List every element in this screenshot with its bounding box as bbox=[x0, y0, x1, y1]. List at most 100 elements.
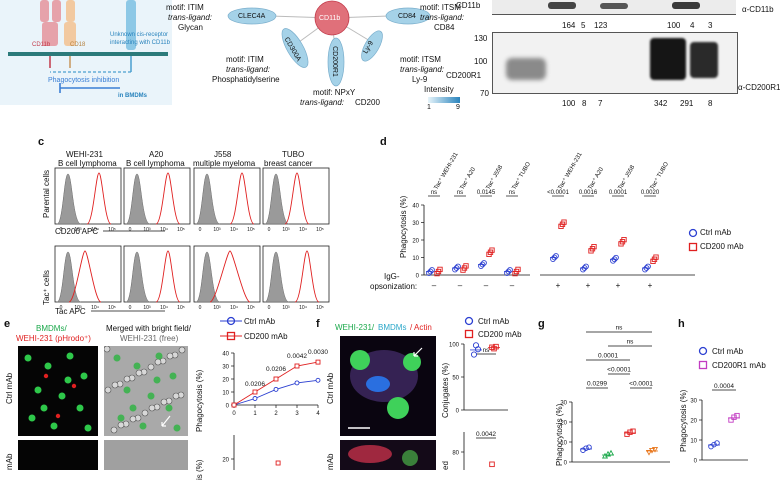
data-point bbox=[607, 449, 615, 456]
flow-tick-label: 10⁵ bbox=[108, 227, 116, 233]
flow-tick-label: 10⁵ bbox=[316, 305, 324, 311]
p-value: ns bbox=[483, 347, 491, 354]
p-value: ns bbox=[627, 339, 635, 346]
macrophage-cell bbox=[155, 352, 163, 360]
arrow-icon bbox=[161, 415, 171, 427]
data-point bbox=[645, 449, 653, 456]
flow-tick-label: 10⁴ bbox=[299, 305, 307, 311]
cd84-node: CD84 bbox=[398, 13, 416, 20]
ctrl-point bbox=[470, 351, 478, 358]
p-value: ns bbox=[509, 190, 515, 196]
legend-cd200-label: CD200 mAb bbox=[700, 242, 744, 251]
e-title-free: WEHI-231 (free) bbox=[120, 334, 179, 343]
nucleus bbox=[366, 376, 390, 392]
ctrl-point bbox=[583, 263, 589, 270]
y-tick-label: 30 bbox=[560, 401, 567, 407]
flow-tick-label: 10⁵ bbox=[247, 227, 255, 233]
e-image-3 bbox=[18, 440, 98, 470]
ctrl-point bbox=[478, 263, 484, 269]
column-subtitle: B cell lymphoma bbox=[58, 159, 117, 168]
flow-tick-label: 10⁴ bbox=[299, 227, 307, 233]
f-legend-ctrl-marker bbox=[464, 316, 474, 326]
blot-bottom-quant: 291 bbox=[680, 99, 694, 108]
e-image-2 bbox=[104, 346, 188, 436]
macrophage-cell bbox=[64, 376, 72, 384]
group-label: Tac⁺ A20 bbox=[459, 166, 478, 191]
stained-histogram bbox=[155, 172, 181, 225]
ctrl-point bbox=[273, 386, 279, 392]
arrow-icon bbox=[413, 347, 423, 357]
mw-70: 70 bbox=[480, 89, 489, 98]
data-point bbox=[583, 445, 589, 451]
f-chart: 0 50 100 ns 0.0042 80 bbox=[449, 342, 508, 470]
e-title-red: WEHI-231 (pHrodo⁺) bbox=[16, 334, 91, 343]
p-value: 0.0004 bbox=[714, 383, 734, 390]
flow-tick-label: 10³ bbox=[74, 305, 82, 311]
y-tick-label: 0 bbox=[226, 404, 230, 410]
macrophage-cell bbox=[153, 376, 161, 384]
tumor-cell bbox=[350, 350, 370, 370]
blot-bottom-band bbox=[690, 42, 718, 78]
y-tick-label: 30 bbox=[222, 365, 229, 371]
cd11b-label: CD11b bbox=[32, 42, 51, 48]
phagocytosis-inhibition-label: Phagocytosis inhibition bbox=[48, 77, 120, 84]
cd200-point bbox=[489, 461, 495, 468]
y-tick-label: 20 bbox=[412, 239, 419, 245]
panel-letter-e: e bbox=[4, 318, 11, 330]
opsonization-sign: – bbox=[510, 281, 515, 290]
macrophage-cell bbox=[123, 386, 131, 394]
macrophage-cell bbox=[76, 404, 84, 412]
row-label-parental: Parental cells bbox=[42, 169, 51, 218]
y-tick-label: 0 bbox=[416, 274, 420, 280]
opsonization-sign: + bbox=[586, 281, 591, 290]
p-value: ns bbox=[431, 190, 437, 196]
flow-tick-label: 10⁴ bbox=[91, 305, 99, 311]
y-tick-label: 20 bbox=[690, 419, 697, 425]
blot-bottom-antibody: α-CD200R1 bbox=[738, 83, 780, 92]
cell-membrane-diagram bbox=[8, 0, 168, 93]
motif-clec4a-1: motif: ITIM bbox=[166, 3, 204, 12]
ctrl-point bbox=[642, 266, 648, 273]
f-legend-cd200: CD200 mAb bbox=[478, 330, 522, 339]
motif-cd300a-1: motif: ITIM bbox=[226, 55, 264, 64]
p-value: ns bbox=[616, 325, 624, 332]
flow-tick-label: 0 bbox=[268, 227, 271, 233]
flow-tick-label: 0 bbox=[268, 305, 271, 311]
clec4a-node: CLEC4A bbox=[238, 13, 266, 20]
free-cell bbox=[178, 346, 186, 354]
macrophage-cell bbox=[58, 392, 66, 400]
column-subtitle: breast cancer bbox=[264, 159, 313, 168]
p-value: <0.0001 bbox=[547, 190, 570, 196]
p-value: 0.0016 bbox=[579, 190, 598, 196]
group-label: Tac⁺ A20 bbox=[587, 166, 606, 191]
panel-letter-g: g bbox=[538, 318, 545, 330]
mw-130: 130 bbox=[474, 34, 488, 43]
flow-tick-label: 10⁴ bbox=[230, 305, 238, 311]
macrophage-cell bbox=[133, 362, 141, 370]
f-title-red: / Actin bbox=[410, 323, 432, 332]
stained-histogram bbox=[86, 172, 112, 225]
ctrl-point bbox=[429, 267, 435, 273]
cd200-point bbox=[275, 460, 281, 466]
legend-ctrl-label: Ctrl mAb bbox=[700, 228, 732, 237]
motif-cd84-1: motif: ITSM bbox=[420, 3, 461, 12]
intensity-label: Intensity bbox=[424, 85, 454, 94]
flow-tick-label: 10⁴ bbox=[160, 305, 168, 311]
e-legend-cd200: CD200 mAb bbox=[244, 332, 288, 341]
ctrl-point bbox=[252, 396, 258, 401]
ctrl-point bbox=[580, 266, 586, 273]
p-value: 0.0001 bbox=[598, 353, 618, 360]
free-cell bbox=[129, 415, 137, 423]
panel-letter-f: f bbox=[316, 318, 320, 330]
macrophage-cell bbox=[117, 414, 125, 422]
cd11b-node: CD11b bbox=[319, 15, 341, 22]
x-tick-label: 4 bbox=[316, 411, 320, 417]
opsonization-sign: – bbox=[484, 281, 489, 290]
blot-top-quant: 164 bbox=[562, 21, 576, 30]
p-value: 0.0042 bbox=[476, 431, 496, 438]
h-chart: 0 10 20 30 0.0004 bbox=[690, 383, 748, 465]
macrophage-cell bbox=[147, 392, 155, 400]
p-value: <0.0001 bbox=[629, 381, 653, 388]
cd200-point bbox=[273, 376, 279, 382]
column-title: WEHI-231 bbox=[66, 150, 103, 159]
